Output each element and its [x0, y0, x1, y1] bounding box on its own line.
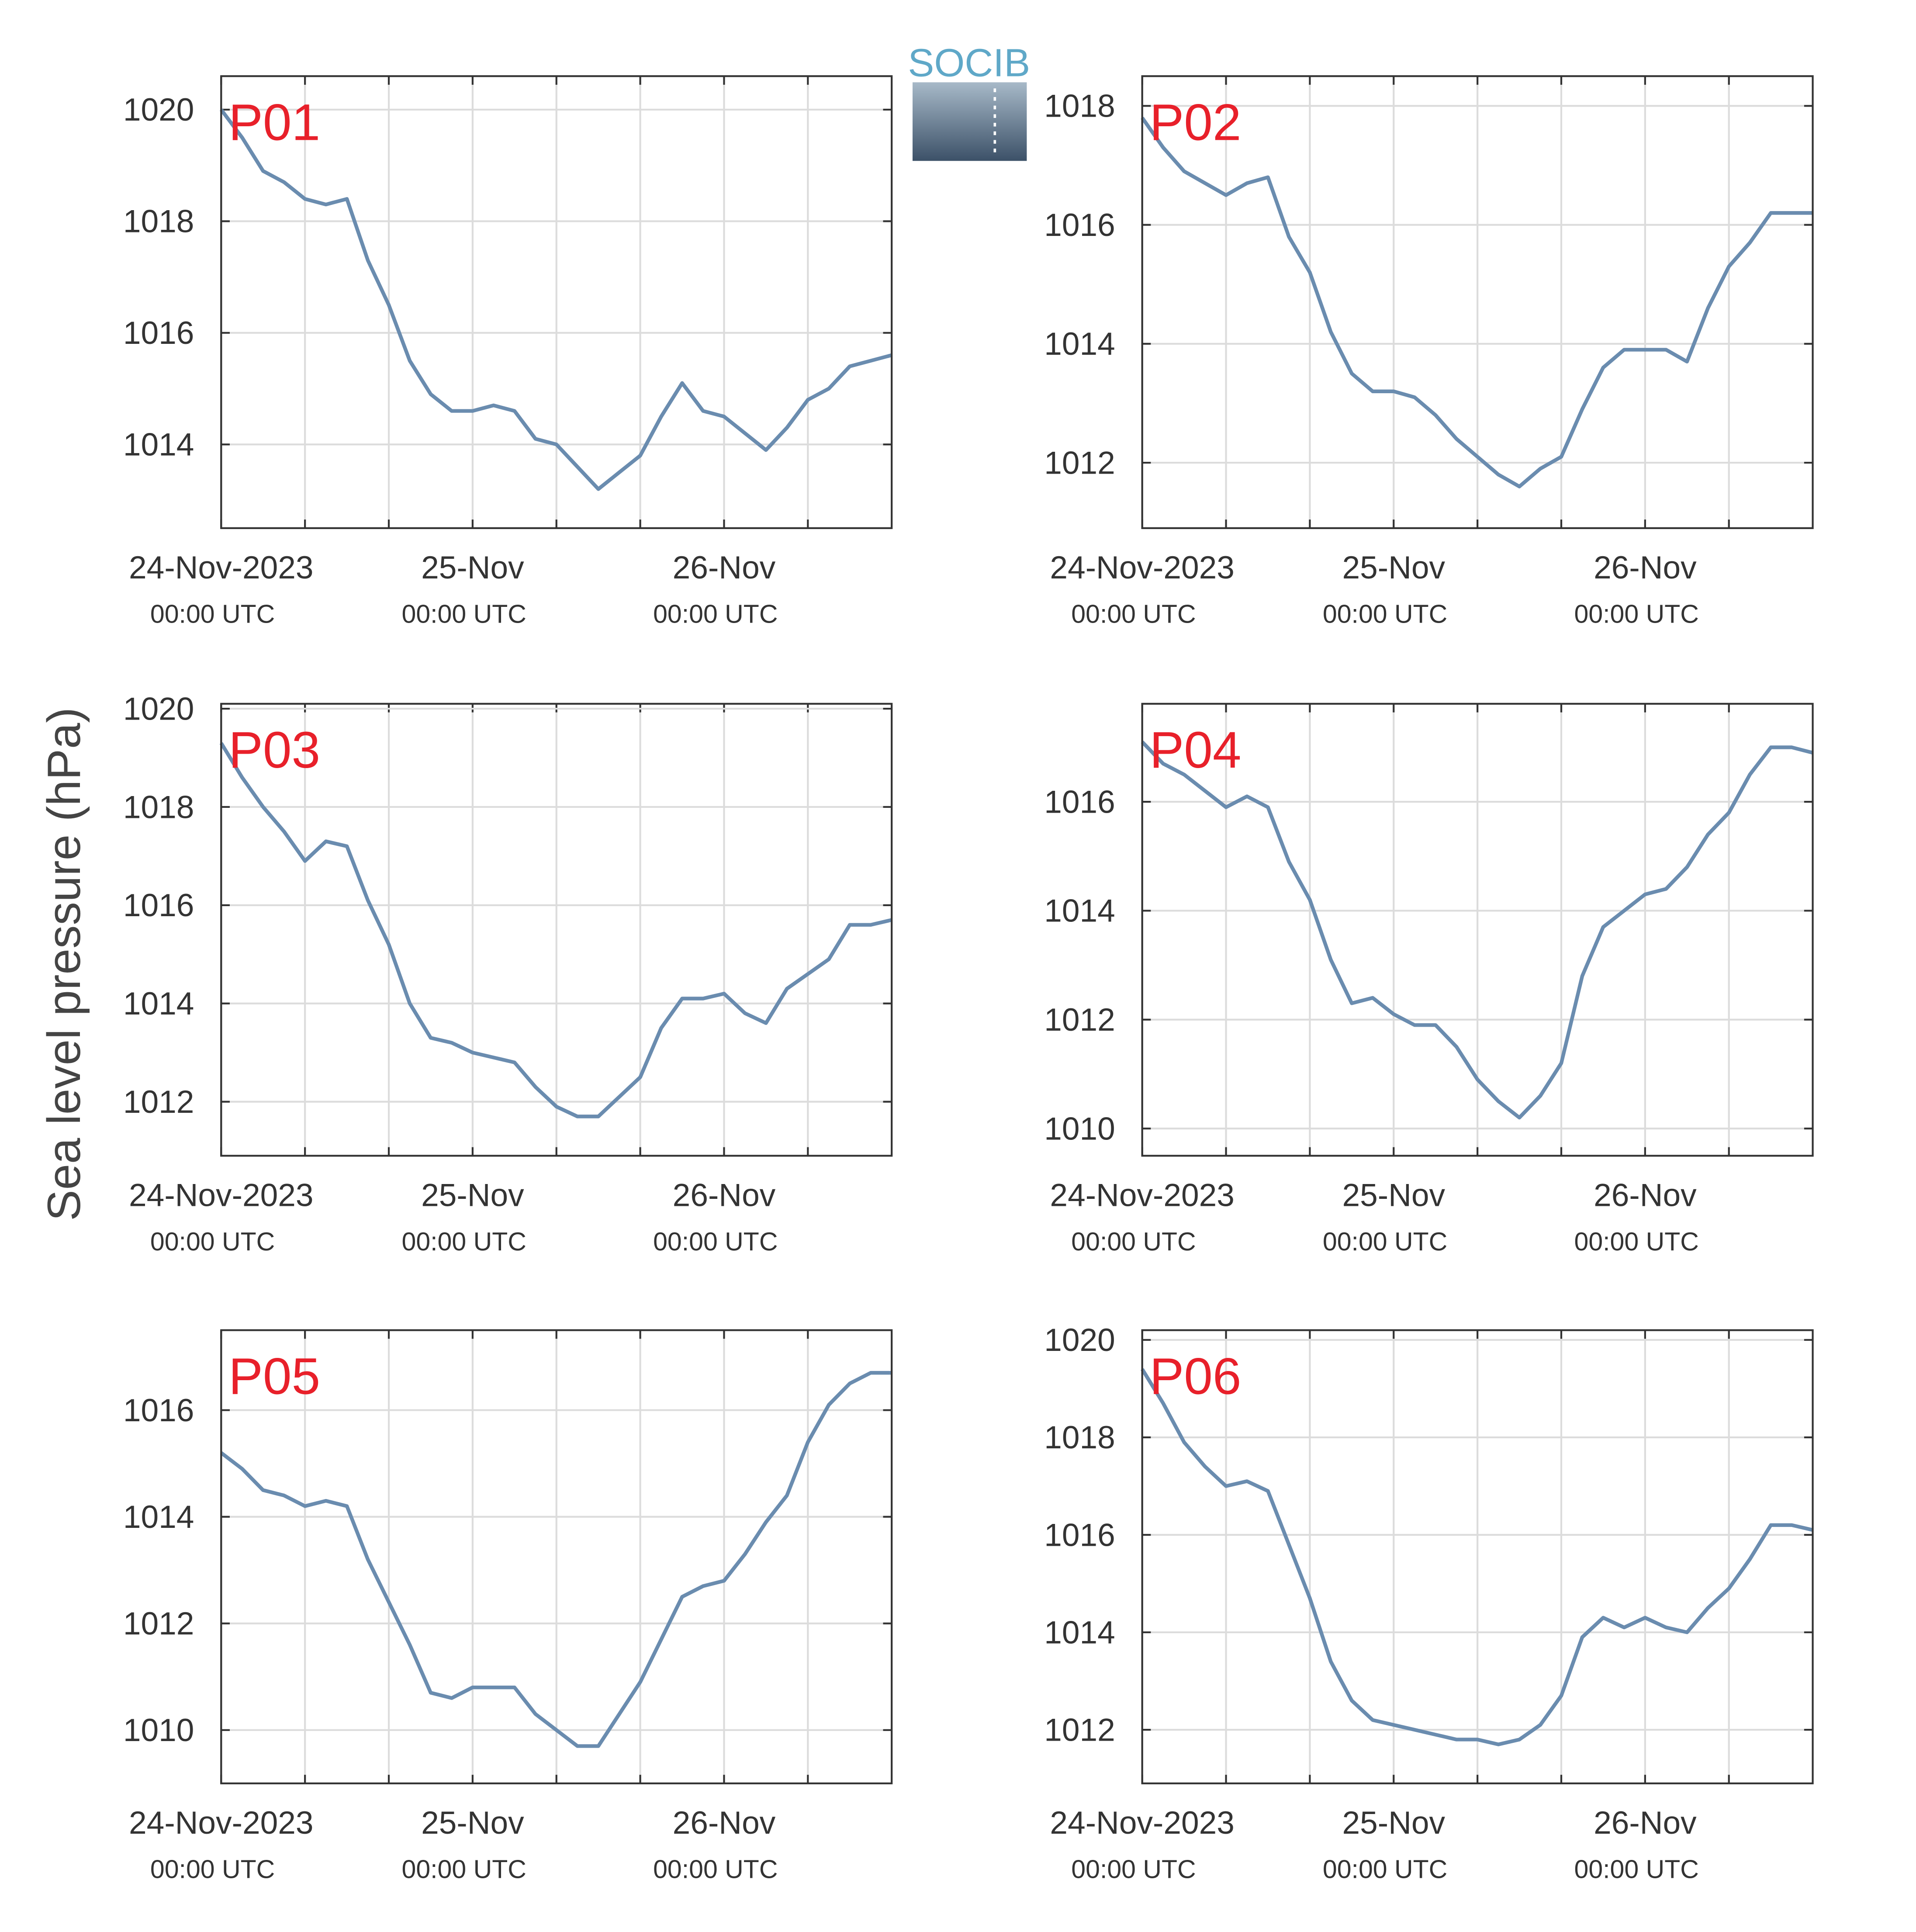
- subplot: 24-Nov-2023 00:00 UTC 25-Nov 00:00 UTC 26-No…: [1044, 1323, 1814, 1884]
- y-tick-label: 1012: [1044, 1712, 1115, 1748]
- data-line: [1141, 741, 1813, 1120]
- x-tick-sublabel: 00:00 UTC: [402, 1227, 526, 1256]
- x-tick-label: 24-Nov-2023: [129, 1178, 313, 1213]
- y-tick-label: 1018: [123, 789, 194, 825]
- x-tick-label: 24-Nov-2023: [1050, 1178, 1234, 1213]
- x-tick-sublabel: 00:00 UTC: [1323, 599, 1447, 628]
- y-tick-label: 1012: [1044, 445, 1115, 481]
- x-tick-sublabel: 00:00 UTC: [1071, 1227, 1196, 1256]
- panel-title: P03: [228, 721, 320, 779]
- y-tick-label: 1010: [1044, 1111, 1115, 1146]
- subplot: 24-Nov-2023 00:00 UTC 25-Nov 00:00 UTC 26-No…: [123, 691, 893, 1256]
- y-tick-label: 1012: [123, 1084, 194, 1120]
- y-tick-label: 1016: [123, 888, 194, 923]
- x-tick-sublabel: 00:00 UTC: [402, 1855, 526, 1884]
- x-tick-sublabel: 00:00 UTC: [1323, 1227, 1447, 1256]
- y-tick-label: 1012: [123, 1606, 194, 1641]
- panel-title: P02: [1150, 93, 1242, 151]
- x-tick-sublabel: 00:00 UTC: [1071, 1855, 1196, 1884]
- subplot: 24-Nov-2023 00:00 UTC 25-Nov 00:00 UTC 26-No…: [1044, 75, 1814, 628]
- x-tick-label: 25-Nov: [421, 1805, 524, 1841]
- x-tick-sublabel: 00:00 UTC: [653, 599, 778, 628]
- x-tick-sublabel: 00:00 UTC: [1071, 599, 1196, 628]
- plot-frame: [1141, 1329, 1814, 1784]
- y-tick-label: 1020: [123, 92, 194, 128]
- x-tick-sublabel: 00:00 UTC: [1323, 1855, 1447, 1884]
- y-tick-label: 1018: [123, 204, 194, 239]
- x-tick-label: 24-Nov-2023: [129, 550, 313, 585]
- x-tick-sublabel: 00:00 UTC: [150, 599, 275, 628]
- panel-title: P06: [1150, 1348, 1242, 1406]
- data-line: [1141, 1368, 1813, 1746]
- y-tick-label: 1016: [123, 1393, 194, 1428]
- panel-title: P04: [1150, 721, 1242, 779]
- y-tick-label: 1014: [123, 986, 194, 1021]
- x-tick-label: 25-Nov: [1342, 1178, 1445, 1213]
- x-tick-sublabel: 00:00 UTC: [1574, 599, 1698, 628]
- x-tick-label: 24-Nov-2023: [129, 1805, 313, 1841]
- y-tick-label: 1012: [1044, 1002, 1115, 1038]
- subplot: 24-Nov-2023 00:00 UTC 25-Nov 00:00 UTC 26-No…: [1044, 703, 1814, 1256]
- logo: SOCIB: [908, 41, 1030, 161]
- panel-title: P05: [228, 1348, 320, 1406]
- y-tick-label: 1016: [1044, 208, 1115, 243]
- x-tick-label: 26-Nov: [673, 1805, 776, 1841]
- y-tick-label: 1014: [123, 1499, 194, 1535]
- x-tick-sublabel: 00:00 UTC: [150, 1227, 275, 1256]
- x-tick-label: 25-Nov: [421, 550, 524, 585]
- x-tick-label: 26-Nov: [1594, 1805, 1697, 1841]
- x-tick-label: 25-Nov: [1342, 1805, 1445, 1841]
- plot-frame: [220, 703, 893, 1157]
- plot-frame: [1141, 75, 1814, 529]
- subplot: 24-Nov-2023 00:00 UTC 25-Nov 00:00 UTC 26-No…: [123, 75, 893, 628]
- x-tick-sublabel: 00:00 UTC: [1574, 1855, 1698, 1884]
- x-tick-sublabel: 00:00 UTC: [150, 1855, 275, 1884]
- x-tick-sublabel: 00:00 UTC: [653, 1227, 778, 1256]
- subplot: 24-Nov-2023 00:00 UTC 25-Nov 00:00 UTC 26-No…: [123, 1329, 893, 1884]
- x-tick-label: 26-Nov: [673, 550, 776, 585]
- x-tick-label: 26-Nov: [1594, 1178, 1697, 1213]
- y-tick-label: 1020: [1044, 1323, 1115, 1358]
- x-tick-label: 24-Nov-2023: [1050, 1805, 1234, 1841]
- logo-graphic: [912, 82, 1027, 161]
- y-tick-label: 1010: [123, 1713, 194, 1748]
- x-tick-label: 25-Nov: [1342, 550, 1445, 585]
- x-tick-sublabel: 00:00 UTC: [653, 1855, 778, 1884]
- y-tick-label: 1014: [123, 427, 194, 463]
- x-tick-label: 26-Nov: [673, 1178, 776, 1213]
- data-line: [219, 108, 892, 491]
- x-tick-label: 26-Nov: [1594, 550, 1697, 585]
- x-tick-label: 25-Nov: [421, 1178, 524, 1213]
- y-tick-label: 1016: [123, 315, 194, 351]
- x-tick-sublabel: 00:00 UTC: [1574, 1227, 1698, 1256]
- y-tick-label: 1014: [1044, 326, 1115, 362]
- y-tick-label: 1014: [1044, 1615, 1115, 1650]
- plot-frame: [220, 1329, 893, 1784]
- panel-title: P01: [228, 93, 320, 151]
- y-tick-label: 1016: [1044, 784, 1115, 820]
- plot-frame: [1141, 703, 1814, 1157]
- plot-frame: [220, 75, 893, 529]
- y-tick-label: 1018: [1044, 1420, 1115, 1455]
- logo-text: SOCIB: [908, 41, 1030, 85]
- y-tick-label: 1016: [1044, 1517, 1115, 1553]
- data-line: [220, 1371, 892, 1748]
- data-line: [219, 742, 892, 1118]
- x-tick-sublabel: 00:00 UTC: [402, 599, 526, 628]
- y-tick-label: 1018: [1044, 89, 1115, 124]
- y-axis-label: Sea level pressure (hPa): [38, 707, 90, 1221]
- y-tick-label: 1014: [1044, 893, 1115, 929]
- y-tick-label: 1020: [123, 691, 194, 727]
- data-line: [1141, 117, 1813, 488]
- x-tick-label: 24-Nov-2023: [1050, 550, 1234, 585]
